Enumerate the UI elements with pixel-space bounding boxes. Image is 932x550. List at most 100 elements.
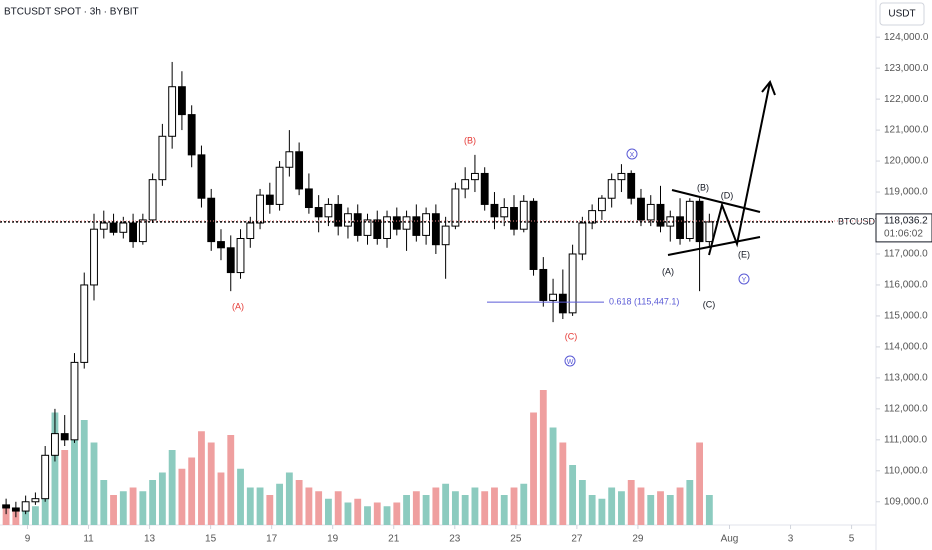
candle-body [31,498,40,503]
candle-body [597,197,606,212]
volume-bar [686,480,694,525]
y-tick-label: 109,000.0 [884,496,929,507]
candle-body [412,216,421,236]
candle-body [529,200,538,270]
candle-body [676,216,684,239]
candle-body [558,293,567,314]
volume-bar [100,480,108,525]
volume-bar [520,483,528,525]
candle-body [138,219,147,243]
x-tick-label: 27 [571,534,583,545]
candle-body [197,154,206,199]
candle-body [383,216,391,239]
volume-bar [90,442,98,525]
candle-body [324,203,333,218]
x-tick-label: 5 [849,534,855,545]
volume-bar [373,502,381,525]
volume-bar [12,510,20,525]
volume-bar [393,502,401,525]
volume-bar [442,483,450,525]
volume-bar [666,495,674,525]
volume-bar [530,412,537,525]
volume-bar [481,491,489,525]
wave-circle [626,148,638,160]
x-tick-label: 29 [632,534,644,545]
candle-body [490,203,499,218]
volume-bar [471,487,479,525]
x-tick-label: 23 [449,534,461,545]
volume-bar [158,472,166,525]
volume-bar [432,487,440,525]
volume-bar [549,427,557,525]
candle-body [607,179,616,199]
candle-body [471,172,479,181]
y-tick-label: 115,000.0 [884,311,928,322]
volume-bar [696,442,703,525]
volume-bar [315,491,323,525]
candle-body [90,228,98,286]
candle-body [70,361,79,441]
candle-body [11,507,20,512]
candle-body [353,213,362,236]
currency[interactable]: USDT [888,9,915,20]
y-tick-label: 123,000.0 [884,63,929,74]
wave-label: Y [742,277,747,284]
volume-bar [139,491,147,525]
candle-body [500,207,509,218]
y-tick-label: 117,000.0 [884,249,928,260]
x-tick-label: 15 [205,534,217,545]
candle-body [461,179,470,190]
arrow-head [761,80,776,96]
candle-body [187,114,196,156]
y-tick-label: 113,000.0 [884,373,928,384]
x-tick-label: Aug [721,534,739,545]
candle-body [314,207,323,218]
volume-bar [705,495,713,525]
volume-bar [31,506,39,525]
candle-body [41,454,50,500]
volume-bar [500,495,508,525]
triangle-upper [671,189,761,213]
volume-bar [237,468,244,525]
candle-body [539,268,548,301]
x-tick-label: 17 [266,534,278,545]
candle-body [119,222,128,233]
wave-label: (A) [662,266,674,276]
volume-bar [354,498,362,525]
candle-body [51,433,59,456]
currency-box[interactable] [879,2,925,26]
volume-bar [2,506,10,525]
wave-label: (B) [697,182,709,192]
candle-body [158,135,167,181]
candle-body [549,293,557,301]
wave-circle [738,273,750,285]
candle-body [217,241,225,249]
candle-body [60,433,69,441]
candle-body [402,216,411,230]
x-tick-label: 11 [83,534,94,545]
candle-body [685,200,694,239]
candle-body [168,86,177,137]
candle-body [129,222,137,243]
symbol-box [833,214,876,229]
volume-bar [149,480,157,525]
volume-bar [276,483,284,525]
volume-bar [227,435,235,525]
volume-bar [364,506,371,525]
x-tick-label: 25 [510,534,522,545]
candle-body [265,194,274,205]
volume-bar [71,393,78,525]
candle-body [363,219,372,236]
candle-body [431,213,440,246]
candle-body [510,207,518,230]
candle-body [646,203,655,221]
wave-label: (B) [464,135,476,145]
symbol-label: BTCUSDT [838,216,881,226]
volume-bar [412,491,420,525]
candle-body [148,179,157,221]
wave-label: W [567,359,574,366]
candle-body [480,172,489,205]
volume-bar [637,487,645,525]
y-tick-label: 120,000.0 [884,156,929,167]
